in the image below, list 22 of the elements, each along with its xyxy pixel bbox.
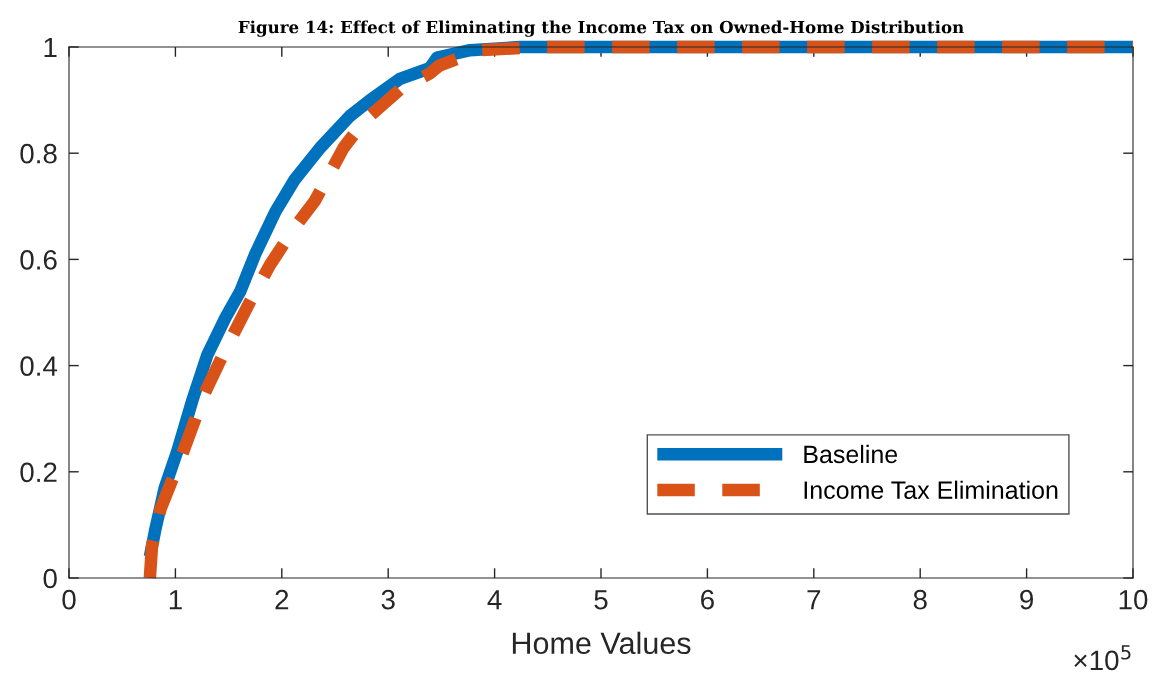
- x-tick-label: 9: [1020, 589, 1034, 610]
- x-axis-title: Home Values: [512, 631, 691, 655]
- y-tick-label: 0: [43, 568, 57, 589]
- y-tick-label: 1: [44, 37, 57, 58]
- x-tick-label: 2: [275, 589, 289, 610]
- x-tick-label: 5: [594, 590, 608, 610]
- x-tick-label: 6: [701, 589, 714, 610]
- y-tick-label: 0.6: [20, 250, 57, 270]
- y-tick-label: 0.8: [20, 143, 57, 164]
- legend-label: Income Tax Elimination: [804, 480, 1058, 500]
- y-tick-label: 0.2: [20, 462, 57, 483]
- x-tick-label: 10: [1119, 589, 1148, 610]
- y-tick-label: 0.4: [20, 356, 58, 376]
- x-tick-label: 4: [487, 590, 502, 610]
- x-tick-label: 8: [913, 589, 927, 610]
- legend-label: Baseline: [804, 444, 898, 464]
- x-tick-label: 0: [62, 589, 76, 610]
- x-tick-label: 3: [381, 589, 395, 610]
- chart-title: Figure 14: Effect of Eliminating the Income Tax on Owned-Home Distribution: [238, 20, 964, 37]
- x-tick-label: 1: [169, 590, 182, 610]
- text: ×10$^{5}$: [1074, 645, 1131, 671]
- x-tick-label: 7: [807, 590, 821, 610]
